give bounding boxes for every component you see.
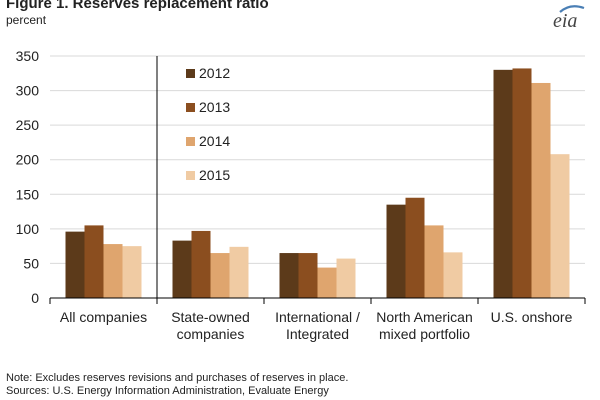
y-tick-label: 0 <box>31 290 39 306</box>
bar-2012 <box>279 253 299 298</box>
bar-2015 <box>229 246 249 298</box>
bar-2012 <box>65 231 85 298</box>
y-tick-label: 350 <box>16 48 40 64</box>
bar-2012 <box>172 240 192 298</box>
bar-2012 <box>493 69 513 298</box>
bar-2014 <box>210 253 230 298</box>
bar-2014 <box>531 82 551 298</box>
legend-label-2013: 2013 <box>199 99 230 115</box>
y-tick-label: 150 <box>16 186 40 202</box>
y-tick-label: 100 <box>16 221 40 237</box>
bar-2013 <box>191 230 211 298</box>
x-category-label: U.S. onshore <box>491 309 573 325</box>
bar-2014 <box>424 225 444 298</box>
legend-label-2015: 2015 <box>199 167 230 183</box>
legend-label-2014: 2014 <box>199 133 230 149</box>
bar-2015 <box>443 252 463 298</box>
bar-2013 <box>298 253 318 298</box>
logo-text: eia <box>553 10 577 32</box>
legend-swatch-2012 <box>186 69 195 78</box>
bar-2014 <box>103 244 123 298</box>
y-tick-label: 50 <box>23 255 39 271</box>
y-tick-label: 250 <box>16 117 40 133</box>
x-category-label: International / Integrated <box>275 309 360 342</box>
bar-chart: 0 50 100 150 200 250 300 350 All companies State-… <box>16 48 586 342</box>
bar-2015 <box>122 246 142 298</box>
bar-2015 <box>336 258 356 298</box>
y-tick-label: 200 <box>16 152 40 168</box>
y-tick-label: 300 <box>16 83 40 99</box>
bar-2013 <box>84 225 104 298</box>
bar-2013 <box>512 68 532 299</box>
x-category-label: North American mixed portfolio <box>376 309 472 342</box>
chart-title: Figure 1. Reserves replacement ratio <box>6 0 269 12</box>
chart-subtitle: percent <box>6 13 47 27</box>
bar-2015 <box>550 154 570 298</box>
eia-logo: eia <box>546 2 592 32</box>
bar-2013 <box>405 197 425 298</box>
x-category-label: State-owned companies <box>171 309 250 342</box>
legend-swatch-2015 <box>186 171 195 180</box>
x-category-label: All companies <box>60 309 147 325</box>
note-text: Note: Excludes reserves revisions and pu… <box>6 372 349 384</box>
legend-swatch-2014 <box>186 137 195 146</box>
legend-swatch-2013 <box>186 103 195 112</box>
bar-2012 <box>386 204 406 298</box>
chart-notes: Note: Excludes reserves revisions and pu… <box>6 372 348 398</box>
bar-2014 <box>317 267 337 298</box>
logo-swoosh <box>559 5 585 13</box>
legend-label-2012: 2012 <box>199 65 230 81</box>
source-text: Sources: U.S. Energy Information Adminis… <box>6 385 329 397</box>
